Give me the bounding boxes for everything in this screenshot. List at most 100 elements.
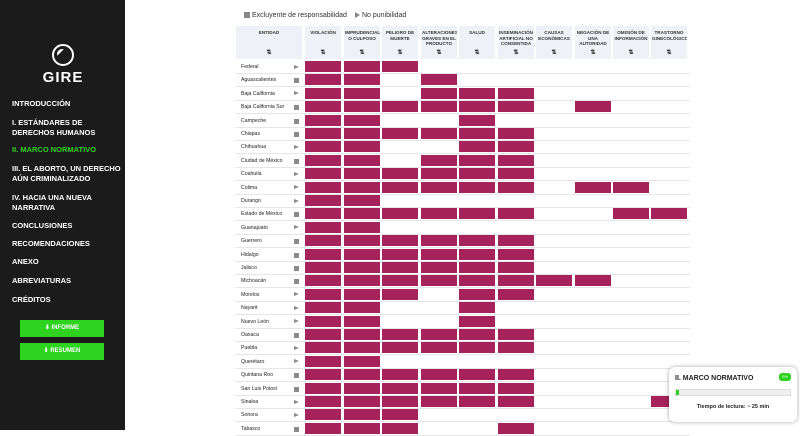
table-cell-filled[interactable] — [498, 128, 534, 139]
table-cell-filled[interactable] — [459, 128, 495, 139]
table-cell-filled[interactable] — [459, 154, 495, 166]
column-header[interactable]: SALUD ⇅ — [459, 26, 495, 59]
table-cell-filled[interactable] — [498, 275, 534, 287]
table-cell-filled[interactable] — [305, 409, 341, 421]
table-cell-filled[interactable] — [344, 154, 380, 166]
table-cell-filled[interactable] — [421, 128, 457, 139]
download-resumen-button[interactable]: ⬇ RESUMEN — [20, 343, 104, 360]
table-cell-filled[interactable] — [421, 74, 457, 86]
table-cell-filled[interactable] — [344, 208, 380, 220]
table-cell-filled[interactable] — [459, 342, 495, 354]
nav-item-conclusiones[interactable]: CONCLUSIONES — [12, 221, 73, 230]
table-cell-filled[interactable] — [344, 101, 380, 113]
table-cell-filled[interactable] — [344, 181, 380, 193]
table-cell-filled[interactable] — [382, 409, 418, 421]
table-cell-filled[interactable] — [498, 396, 534, 407]
sort-icon[interactable]: ⇅ — [513, 49, 519, 56]
table-cell-filled[interactable] — [382, 168, 418, 180]
table-cell-filled[interactable] — [421, 369, 457, 381]
table-cell-filled[interactable] — [536, 275, 572, 287]
column-header[interactable]: CAUSAS ECONÓMICAS ⇅ — [536, 26, 572, 59]
table-cell-filled[interactable] — [344, 87, 380, 99]
table-cell-filled[interactable] — [459, 262, 495, 273]
table-cell-filled[interactable] — [344, 329, 380, 340]
table-cell-filled[interactable] — [344, 288, 380, 300]
table-cell-filled[interactable] — [382, 181, 418, 193]
table-cell-filled[interactable] — [344, 248, 380, 260]
table-cell-filled[interactable] — [498, 248, 534, 260]
nav-item-abreviaturas[interactable]: ABREVIATURAS — [12, 276, 72, 285]
nav-item-marco-normativo[interactable]: II. MARCO NORMATIVO — [12, 145, 97, 154]
table-cell-filled[interactable] — [498, 181, 534, 193]
table-cell-filled[interactable] — [305, 181, 341, 193]
table-cell-filled[interactable] — [305, 275, 341, 287]
column-header[interactable]: TRASTORNO GINECOLÓGICO ⇅ — [651, 26, 687, 59]
table-cell-filled[interactable] — [344, 114, 380, 126]
nav-item-estandares[interactable]: I. ESTÁNDARES DE DERECHOS HUMANOS — [12, 118, 96, 137]
table-cell-filled[interactable] — [305, 61, 341, 72]
table-cell-filled[interactable] — [382, 422, 418, 434]
table-cell-filled[interactable] — [498, 382, 534, 394]
table-cell-filled[interactable] — [498, 87, 534, 99]
table-cell-filled[interactable] — [421, 382, 457, 394]
table-cell-filled[interactable] — [459, 101, 495, 113]
table-cell-filled[interactable] — [421, 208, 457, 220]
nav-item-nueva-narrativa[interactable]: IV. HACIA UNA NUEVA NARRATIVA — [12, 193, 92, 212]
table-cell-filled[interactable] — [344, 221, 380, 233]
table-cell-filled[interactable] — [305, 315, 341, 327]
table-cell-filled[interactable] — [344, 74, 380, 86]
table-cell-filled[interactable] — [421, 342, 457, 354]
table-cell-filled[interactable] — [305, 342, 341, 354]
table-cell-filled[interactable] — [459, 181, 495, 193]
table-cell-filled[interactable] — [498, 235, 534, 247]
nav-item-aborto-criminalizado[interactable]: III. EL ABORTO, UN DERECHO AÚN CRIMINALI… — [12, 164, 121, 183]
table-cell-filled[interactable] — [421, 235, 457, 247]
table-cell-filled[interactable] — [344, 275, 380, 287]
table-cell-filled[interactable] — [305, 114, 341, 126]
table-cell-filled[interactable] — [421, 101, 457, 113]
table-cell-filled[interactable] — [305, 262, 341, 273]
table-cell-filled[interactable] — [382, 329, 418, 340]
table-cell-filled[interactable] — [305, 248, 341, 260]
table-cell-filled[interactable] — [305, 101, 341, 113]
table-cell-filled[interactable] — [421, 262, 457, 273]
table-cell-filled[interactable] — [421, 275, 457, 287]
table-cell-filled[interactable] — [575, 101, 611, 113]
table-cell-filled[interactable] — [498, 369, 534, 381]
table-cell-filled[interactable] — [459, 248, 495, 260]
table-cell-filled[interactable] — [459, 114, 495, 126]
table-cell-filled[interactable] — [575, 181, 611, 193]
column-header[interactable]: OMISIÓN DE INFORMACIÓN ⇅ — [613, 26, 649, 59]
table-cell-filled[interactable] — [305, 369, 341, 381]
table-cell-filled[interactable] — [382, 382, 418, 394]
table-cell-filled[interactable] — [498, 342, 534, 354]
table-cell-filled[interactable] — [459, 382, 495, 394]
table-cell-filled[interactable] — [421, 154, 457, 166]
table-cell-filled[interactable] — [382, 288, 418, 300]
column-header[interactable]: INSEMINACIÓN ARTIFICIAL NO CONSENTIDA ⇅ — [498, 26, 534, 59]
table-cell-filled[interactable] — [305, 87, 341, 99]
column-header[interactable]: IMPRUDENCIAL O CULPOSO ⇅ — [344, 26, 380, 59]
table-cell-filled[interactable] — [459, 369, 495, 381]
download-informe-button[interactable]: ⬇ INFORME — [20, 320, 104, 337]
table-cell-filled[interactable] — [459, 396, 495, 407]
table-cell-filled[interactable] — [344, 168, 380, 180]
table-cell-filled[interactable] — [344, 302, 380, 314]
table-cell-filled[interactable] — [421, 181, 457, 193]
table-cell-filled[interactable] — [421, 396, 457, 407]
sort-icon[interactable]: ⇅ — [266, 49, 272, 56]
column-header[interactable]: ALTERACIONES GRAVES EN EL PRODUCTO ⇅ — [421, 26, 457, 59]
sort-icon[interactable]: ⇅ — [359, 49, 365, 56]
sort-icon[interactable]: ⇅ — [436, 49, 442, 56]
sort-icon[interactable]: ⇅ — [320, 49, 326, 56]
table-cell-filled[interactable] — [305, 74, 341, 86]
sort-icon[interactable]: ⇅ — [666, 49, 672, 56]
table-cell-filled[interactable] — [305, 382, 341, 394]
nav-item-recomendaciones[interactable]: RECOMENDACIONES — [12, 239, 90, 248]
table-cell-filled[interactable] — [421, 87, 457, 99]
table-cell-filled[interactable] — [344, 369, 380, 381]
table-cell-filled[interactable] — [305, 221, 341, 233]
table-cell-filled[interactable] — [421, 329, 457, 340]
table-cell-filled[interactable] — [459, 141, 495, 153]
table-cell-filled[interactable] — [613, 208, 649, 220]
